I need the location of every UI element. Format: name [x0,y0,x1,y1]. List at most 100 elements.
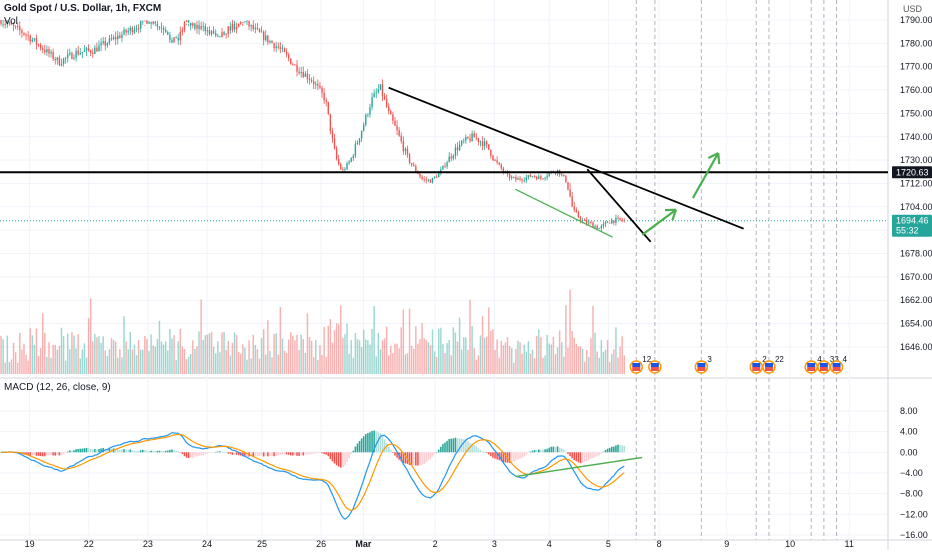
macd-histogram-bar [96,449,98,452]
volume-bar [25,355,26,374]
volume-bar [563,357,564,374]
macd-histogram-bar [200,452,202,455]
volume-bar [221,332,222,374]
volume-bar [461,350,462,374]
macd-tick-label: 4.00 [900,427,918,437]
macd-histogram-bar [475,446,477,452]
volume-bar [115,342,116,374]
volume-bar [555,354,556,374]
volume-bar [457,342,458,374]
macd-histogram-bar [207,452,209,453]
macd-histogram-bar [159,451,161,453]
volume-bar [336,323,337,374]
volume-bar [117,358,118,374]
volume-bar [488,307,489,374]
macd-histogram-bar [523,452,525,456]
volume-bar [255,345,256,374]
volume-bar [378,333,379,374]
macd-histogram-bar [551,447,553,453]
volume-bar [127,349,128,374]
volume-bar [511,348,512,374]
symbol-title[interactable]: Gold Spot / U.S. Dollar, 1h, FXCM [4,3,161,14]
volume-bar [432,330,433,374]
volume-bar [307,313,308,374]
macd-histogram-bar [77,449,79,452]
volume-bar [607,340,608,374]
macd-histogram-bar [446,441,448,452]
macd-histogram-bar [357,443,359,452]
macd-histogram-bar [302,452,304,455]
macd-histogram-bar [371,431,373,452]
macd-histogram-bar [536,450,538,452]
volume-bar [50,358,51,374]
volume-bar [261,338,262,374]
macd-histogram-bar [598,452,600,455]
time-tick-label: 10 [785,539,795,549]
volume-bar [609,362,610,374]
level-price-badge: 1720.63 [892,166,932,178]
svg-text:55:32: 55:32 [896,226,919,236]
macd-histogram-bar [269,452,271,456]
macd-histogram-bar [386,443,388,452]
macd-histogram-bar [592,452,594,458]
volume-bar [217,341,218,374]
macd-histogram-bar [132,450,134,452]
macd-histogram-bar [263,452,265,456]
volume-bar [430,345,431,374]
macd-histogram-bar [275,452,277,456]
macd-histogram-bar [98,449,100,452]
volume-bar [401,327,402,374]
macd-histogram-bar [50,452,52,455]
volume-bar [596,352,597,374]
price-tick-label: 1670.00 [900,272,932,282]
volume-bar [396,344,397,374]
economic-event-icon[interactable] [649,361,661,373]
volume-bar [223,332,224,374]
macd-histogram-bar [134,451,136,453]
volume-bar [390,346,391,374]
volume-bar [415,326,416,374]
macd-histogram-bar [300,452,302,455]
macd-histogram-bar [271,452,273,456]
price-tick-label: 1662.00 [900,295,932,305]
volume-bar [165,341,166,374]
macd-histogram-bar [286,452,288,454]
macd-histogram-bar [54,452,56,455]
volume-bar [455,332,456,374]
volume-bar [601,340,602,374]
volume-bar [436,357,437,374]
macd-histogram-bar [157,451,159,452]
macd-histogram-bar [423,452,425,463]
macd-histogram-bar [311,452,313,454]
macd-histogram-bar [227,452,229,453]
macd-histogram-bar [94,449,96,452]
volume-bar [163,345,164,374]
volume-bar [132,349,133,374]
volume-bar [586,350,587,374]
macd-histogram-bar [417,452,419,465]
macd-histogram-bar [559,447,561,452]
macd-histogram-bar [38,452,40,455]
volume-bar [361,347,362,374]
volume-bar [428,342,429,374]
volume-bar [350,340,351,374]
volume-bar [348,354,349,374]
volume-bar [159,321,160,374]
candle [565,175,566,183]
time-tick-label: 25 [257,539,267,549]
volume-bar [192,340,193,374]
volume-bar [617,357,618,374]
macd-histogram-bar [67,452,69,453]
macd-histogram-bar [196,452,198,456]
macd-histogram-bar [171,449,173,452]
price-tick-label: 1704.00 [900,202,932,212]
macd-histogram-bar [69,450,71,452]
volume-bar [207,335,208,374]
volume-bar [544,356,545,374]
volume-bar [426,340,427,374]
macd-histogram-bar [323,452,325,454]
macd-histogram-bar [388,447,390,452]
volume-bar [267,320,268,374]
